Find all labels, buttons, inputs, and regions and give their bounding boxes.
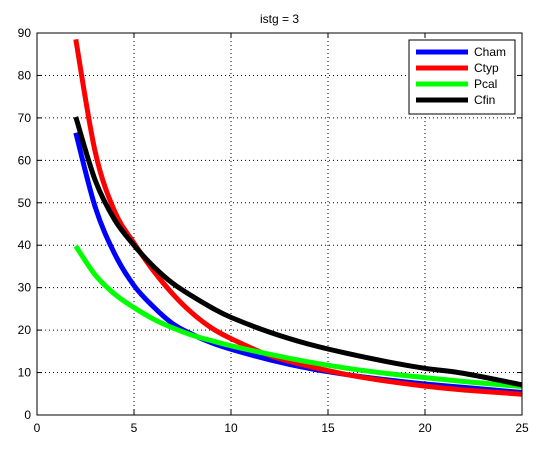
chart-title: istg = 3 [260, 12, 299, 26]
series-line-cham [73, 132, 523, 395]
series-line-cfin [73, 116, 523, 388]
legend: Cham Ctyp Pcal Cfin [408, 39, 516, 115]
y-tick-label: 40 [18, 238, 32, 252]
legend-label-pcal: Pcal [474, 77, 497, 91]
y-tick-label: 70 [18, 111, 32, 125]
x-tick-label: 15 [321, 421, 335, 435]
x-tick-label: 20 [418, 421, 432, 435]
y-tick-label: 10 [18, 366, 32, 380]
y-tick-label: 80 [18, 68, 32, 82]
x-tick-label: 5 [131, 421, 138, 435]
series-line-pcal [73, 244, 523, 390]
plot-frame [36, 32, 523, 416]
legend-label-cfin: Cfin [474, 93, 495, 107]
ticks: 0 5 10 15 20 25 0 10 20 30 40 50 60 70 80 90 [18, 26, 529, 435]
x-tick-label: 10 [224, 421, 238, 435]
y-tick-label: 20 [18, 323, 32, 337]
series-line-ctyp [73, 38, 523, 397]
series-layer [73, 38, 523, 397]
y-tick-label: 60 [18, 153, 32, 167]
y-tick-label: 30 [18, 281, 32, 295]
legend-label-ctyp: Ctyp [474, 61, 499, 75]
legend-label-cham: Cham [474, 45, 506, 59]
y-tick-label: 90 [18, 26, 32, 40]
y-tick-label: 0 [24, 408, 31, 422]
x-tick-label: 25 [515, 421, 529, 435]
y-tick-label: 50 [18, 196, 32, 210]
x-tick-label: 0 [34, 421, 41, 435]
